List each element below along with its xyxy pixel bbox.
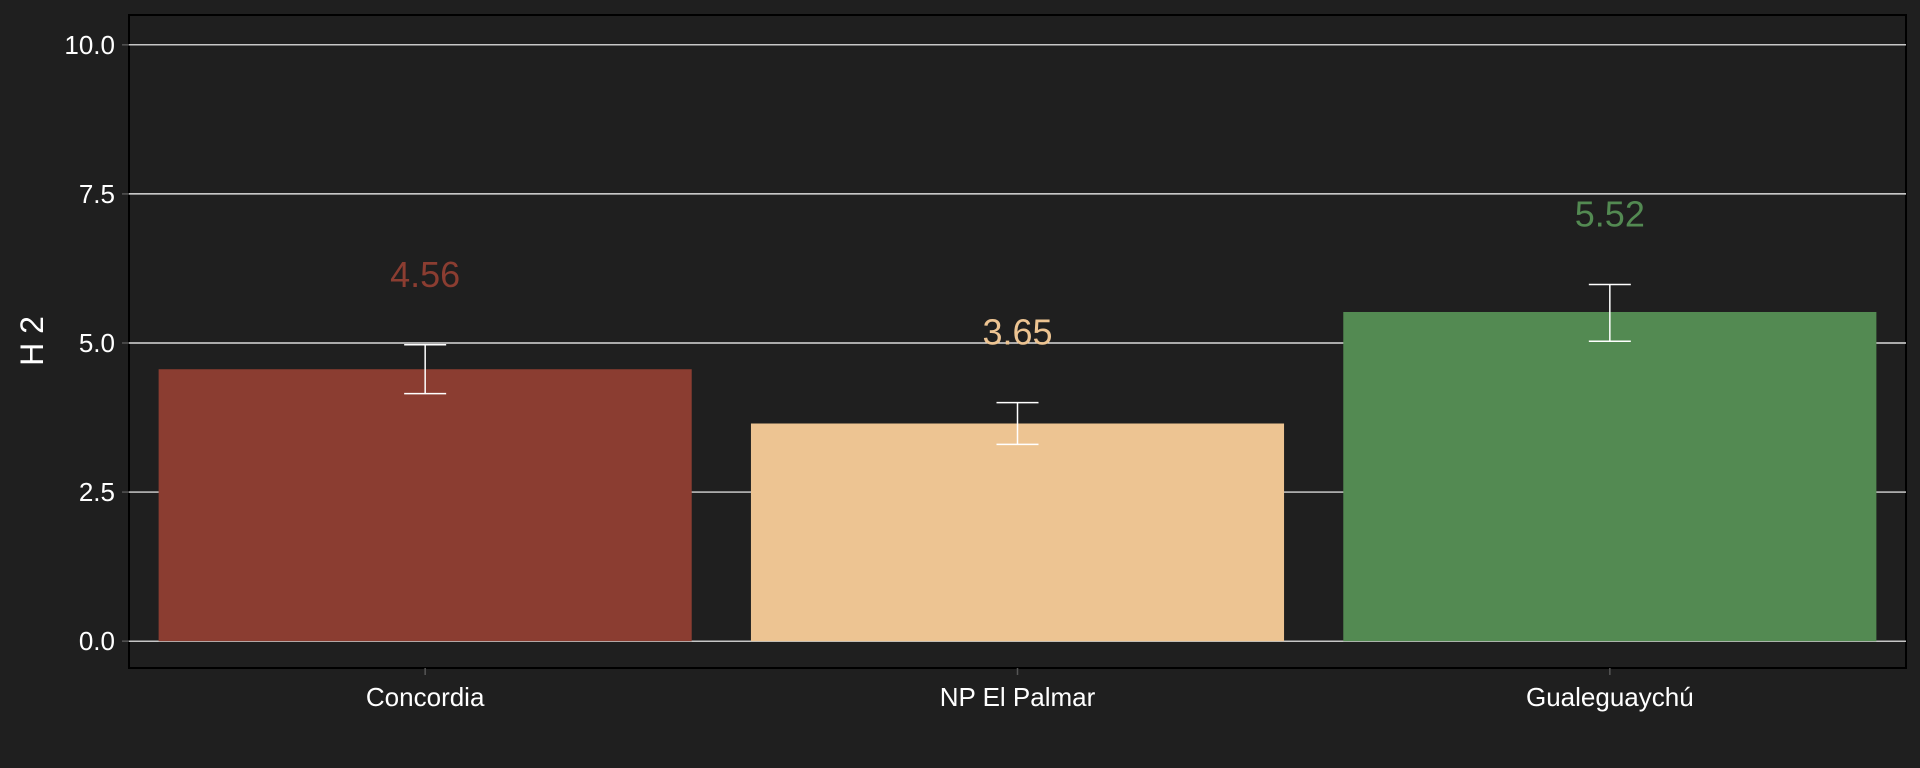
value-label: 3.65 [982, 312, 1052, 353]
y-tick-label: 0.0 [79, 626, 115, 656]
bar [750, 423, 1285, 642]
x-tick-label: NP El Palmar [940, 682, 1096, 712]
y-tick-label: 5.0 [79, 328, 115, 358]
y-tick-label: 2.5 [79, 477, 115, 507]
bar [158, 369, 692, 642]
error-bars [404, 283, 1631, 446]
y-tick-label: 10.0 [64, 30, 115, 60]
x-axis: Concordia NP El Palmar Gualeguaychú [366, 668, 1694, 712]
bars [158, 311, 1877, 642]
x-tick-label: Gualeguaychú [1526, 682, 1694, 712]
y-tick-label: 7.5 [79, 179, 115, 209]
y-axis: 0.0 2.5 5.0 7.5 10.0 [64, 30, 129, 656]
value-label: 4.56 [390, 254, 460, 295]
bar [1343, 311, 1877, 642]
y-axis-title: H 2 [14, 316, 50, 366]
x-tick-label: Concordia [366, 682, 485, 712]
value-label: 5.52 [1575, 194, 1645, 235]
value-labels: 4.56 3.65 5.52 [390, 194, 1645, 353]
